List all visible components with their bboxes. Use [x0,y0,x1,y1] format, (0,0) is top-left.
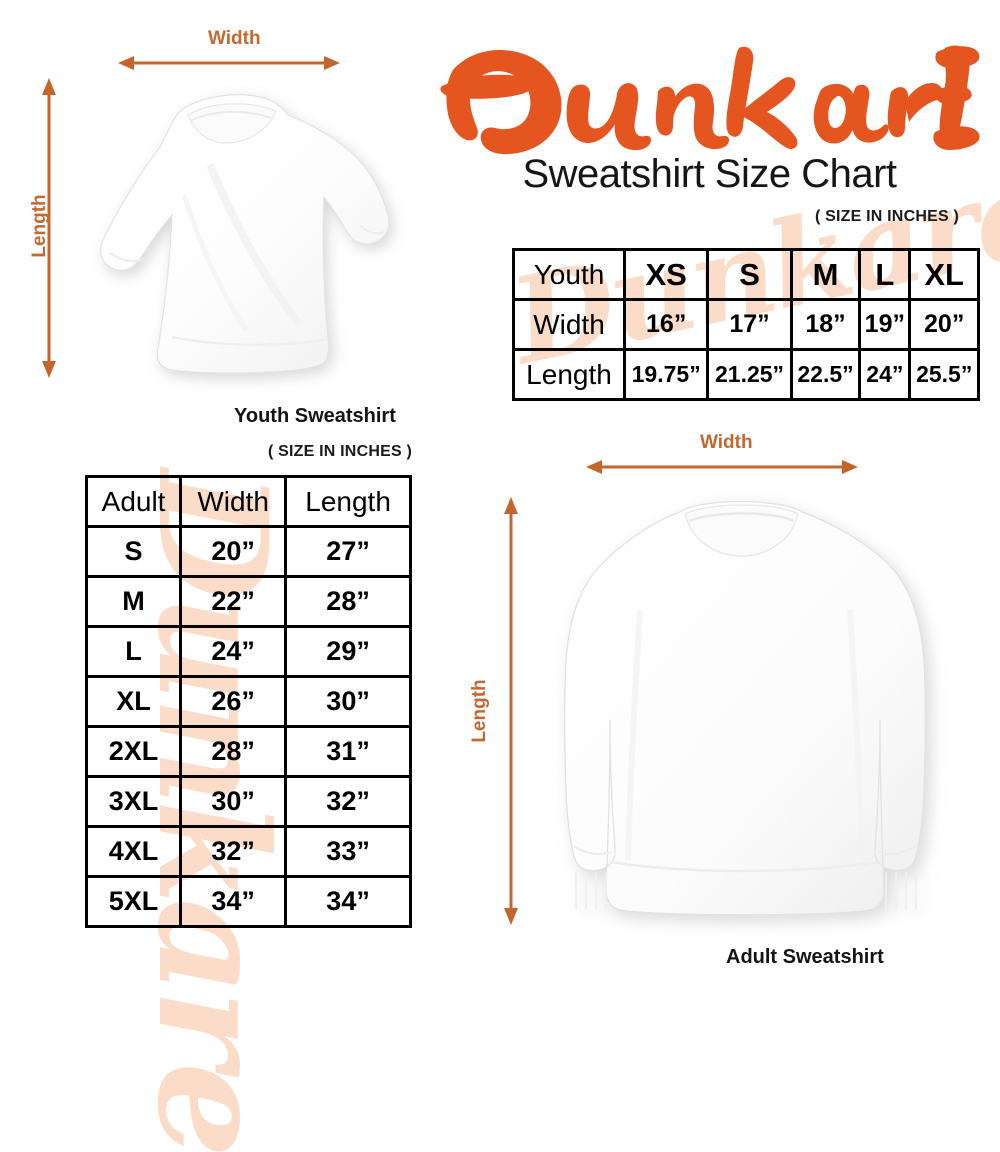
table-row: Width 16” 17” 18” 19” 20” [512,298,980,351]
youth-width-label: Width [208,28,261,49]
adult-sweatshirt-image [564,500,926,916]
adult-width-s: 20” [179,525,288,578]
youth-length-xs: 19.75” [622,348,710,401]
adult-length-5xl: 34” [284,875,412,928]
table-row: 3XL 30” 32” [84,775,412,828]
adult-size-3xl: 3XL [84,775,183,828]
youth-width-xl: 20” [908,298,980,351]
adult-size-5xl: 5XL [84,875,183,928]
adult-length-m: 28” [284,575,412,628]
adult-length-arrow [504,497,518,925]
adult-size-table: Adult Width Length S 20” 27” M 22” 28” L… [84,475,412,928]
brand-logo [437,28,982,158]
adult-length-s: 27” [284,525,412,578]
adult-length-label: Length [469,679,490,743]
youth-sweatshirt-image [100,94,390,374]
table-row: 5XL 34” 34” [84,875,412,928]
youth-rowhead-label: Youth [512,248,626,301]
table-row: Adult Width Length [84,475,412,528]
table-row: 2XL 28” 31” [84,725,412,778]
adult-width-4xl: 32” [179,825,288,878]
adult-width-2xl: 28” [179,725,288,778]
youth-size-xs: XS [622,248,710,301]
table-row: M 22” 28” [84,575,412,628]
youth-length-arrow [42,78,56,378]
table-row: L 24” 29” [84,625,412,678]
youth-size-xl: XL [908,248,980,301]
units-note-adult: ( SIZE IN INCHES ) [267,443,412,460]
adult-length-l: 29” [284,625,412,678]
youth-size-s: S [706,248,793,301]
adult-width-m: 22” [179,575,288,628]
adult-width-l: 24” [179,625,288,678]
table-row: Youth XS S M L XL [512,248,980,301]
size-chart-page: Dunkare Dunkare Width [29,28,1000,1152]
adult-size-l: L [84,625,183,678]
youth-size-m: M [789,248,862,301]
page-title: Sweatshirt Size Chart [522,152,897,196]
youth-width-rowhead: Width [512,298,626,351]
adult-size-m: M [84,575,183,628]
adult-width-3xl: 30” [179,775,288,828]
youth-length-s: 21.25” [706,348,793,401]
adult-header-length: Length [284,475,412,528]
adult-size-xl: XL [84,675,183,728]
table-row: S 20” 27” [84,525,412,578]
adult-size-s: S [84,525,183,578]
adult-length-2xl: 31” [284,725,412,778]
table-row: XL 26” 30” [84,675,412,728]
units-note-youth: ( SIZE IN INCHES ) [814,208,959,225]
adult-header-size: Adult [84,475,183,528]
adult-length-3xl: 32” [284,775,412,828]
adult-size-4xl: 4XL [84,825,183,878]
table-row: Length 19.75” 21.25” 22.5” 24” 25.5” [512,348,980,401]
adult-width-arrow [586,460,858,474]
adult-width-label: Width [700,432,753,453]
youth-caption: Youth Sweatshirt [234,405,396,427]
adult-caption: Adult Sweatshirt [726,946,884,968]
youth-width-arrow [118,56,340,70]
youth-width-xs: 16” [622,298,710,351]
adult-width-5xl: 34” [179,875,288,928]
youth-length-l: 24” [858,348,912,401]
youth-length-rowhead: Length [512,348,626,401]
adult-length-4xl: 33” [284,825,412,878]
youth-size-l: L [858,248,912,301]
youth-length-m: 22.5” [789,348,862,401]
table-row: 4XL 32” 33” [84,825,412,878]
youth-width-m: 18” [789,298,862,351]
youth-length-xl: 25.5” [908,348,980,401]
adult-length-xl: 30” [284,675,412,728]
adult-width-xl: 26” [179,675,288,728]
youth-width-s: 17” [706,298,793,351]
youth-size-table: Youth XS S M L XL Width 16” 17” 18” 19” … [512,248,980,401]
adult-size-2xl: 2XL [84,725,183,778]
youth-width-l: 19” [858,298,912,351]
adult-header-width: Width [179,475,288,528]
youth-length-label: Length [29,194,50,258]
